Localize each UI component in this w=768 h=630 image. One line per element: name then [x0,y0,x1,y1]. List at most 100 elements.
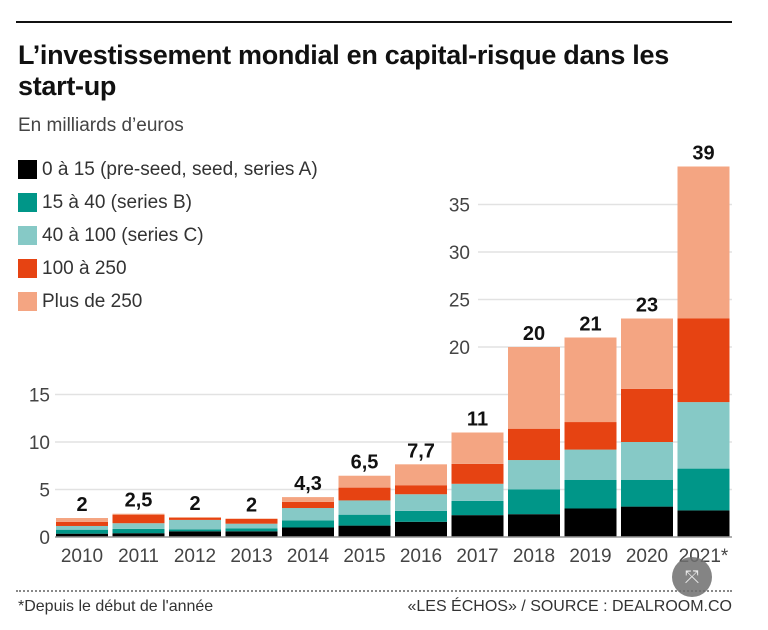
bar-segment [395,485,447,495]
bar-segment [169,529,221,532]
bar-segment [564,480,617,509]
footer-divider [16,590,732,592]
bar-segment [169,517,221,518]
bar-segment [621,442,673,480]
legend-label: 15 à 40 (series B) [42,191,192,213]
x-tick-label: 2012 [174,546,216,567]
legend-item: Plus de 250 [18,285,318,318]
x-tick-label: 2010 [61,546,103,567]
bar-segment [225,523,278,529]
bar-segment [677,402,730,469]
legend-label: 100 à 250 [42,257,127,279]
bar-segment [451,515,504,537]
legend-item: 0 à 15 (pre-seed, seed, series A) [18,153,318,186]
bar-segment [395,521,447,537]
bar-segment [112,528,165,534]
bar-segment [677,468,730,511]
bar-segment [451,500,504,516]
bar-segment [564,422,617,450]
legend-swatch [18,160,37,179]
x-tick-label: 2011 [118,546,159,567]
y-tick-label: 30 [449,243,470,264]
bar-segment [564,508,617,537]
y-tick-label: 5 [39,481,50,502]
total-label: 11 [467,409,488,431]
bar-segment [338,514,391,526]
bar-segment [508,428,560,461]
legend-item: 100 à 250 [18,252,318,285]
bar-segment [282,497,334,502]
bar-segment [621,388,673,442]
total-label: 23 [636,295,658,317]
bar-segment [338,475,391,488]
bar-segment [338,487,391,501]
legend: 0 à 15 (pre-seed, seed, series A) 15 à 40… [18,153,318,318]
bar-segment [282,520,334,528]
bar-segment [112,523,165,529]
y-tick-label: 35 [449,196,470,217]
bar-segment [169,518,221,520]
total-label: 7,7 [407,440,435,462]
total-label: 4,3 [294,473,322,495]
y-tick-label: 0 [39,528,50,549]
expand-icon[interactable]: ⤧ [672,557,712,597]
legend-swatch [18,259,37,278]
bar-segment [112,533,165,537]
chart-subtitle: En milliards d’euros [18,115,184,136]
bar-segment [56,518,108,522]
bar-segment [677,318,730,403]
bar-segment [338,500,391,515]
bar-segment [282,508,334,521]
total-label: 39 [692,143,714,165]
bar-segment [508,489,560,515]
total-label: 2,5 [125,490,153,512]
legend-label: Plus de 250 [42,290,143,312]
bar-segment [56,525,108,530]
bar-segment [508,514,560,537]
x-tick-label: 2016 [400,546,442,567]
footnote: *Depuis le début de l'année [18,598,214,615]
legend-label: 0 à 15 (pre-seed, seed, series A) [42,158,318,180]
bar-segment [112,513,165,515]
bar-segment [282,501,334,509]
legend-swatch [18,193,37,212]
bar-segment [564,337,617,423]
bar-segment [395,494,447,511]
x-tick-label: 2013 [230,546,272,567]
x-tick-label: 2014 [287,546,330,567]
chart-title: L’investissement mondial en capital-risq… [18,40,669,101]
legend-item: 15 à 40 (series B) [18,186,318,219]
total-label: 2 [246,494,257,516]
bar-segment [451,483,504,501]
bar-segment [677,166,730,319]
total-label: 6,5 [351,452,379,474]
y-tick-label: 25 [449,291,470,312]
bar-segment [677,510,730,537]
total-label: 2 [189,493,200,515]
y-tick-label: 10 [29,433,50,454]
bar-segment [169,519,221,530]
bar-segment [621,506,673,537]
bar-segment [56,521,108,526]
x-tick-label: 2018 [513,546,555,567]
x-tick-label: 2017 [456,546,498,567]
bar-segment [621,480,673,507]
bar-segment [621,318,673,389]
bar-segment [395,464,447,486]
x-tick-label: 2015 [343,546,385,567]
bar-segment [56,529,108,534]
bar-segment [564,449,617,480]
legend-swatch [18,226,37,245]
bar-segment [112,514,165,524]
legend-item: 40 à 100 (series C) [18,219,318,252]
total-label: 21 [579,314,601,336]
x-tick-label: 2019 [569,546,611,567]
bar-segment [225,518,278,524]
bar-segment [338,525,391,537]
bar-segment [282,527,334,537]
bar-segment [225,531,278,537]
legend-label: 40 à 100 (series C) [42,224,204,246]
total-label: 20 [523,323,545,345]
y-tick-label: 15 [29,386,50,407]
y-tick-label: 20 [449,338,470,359]
